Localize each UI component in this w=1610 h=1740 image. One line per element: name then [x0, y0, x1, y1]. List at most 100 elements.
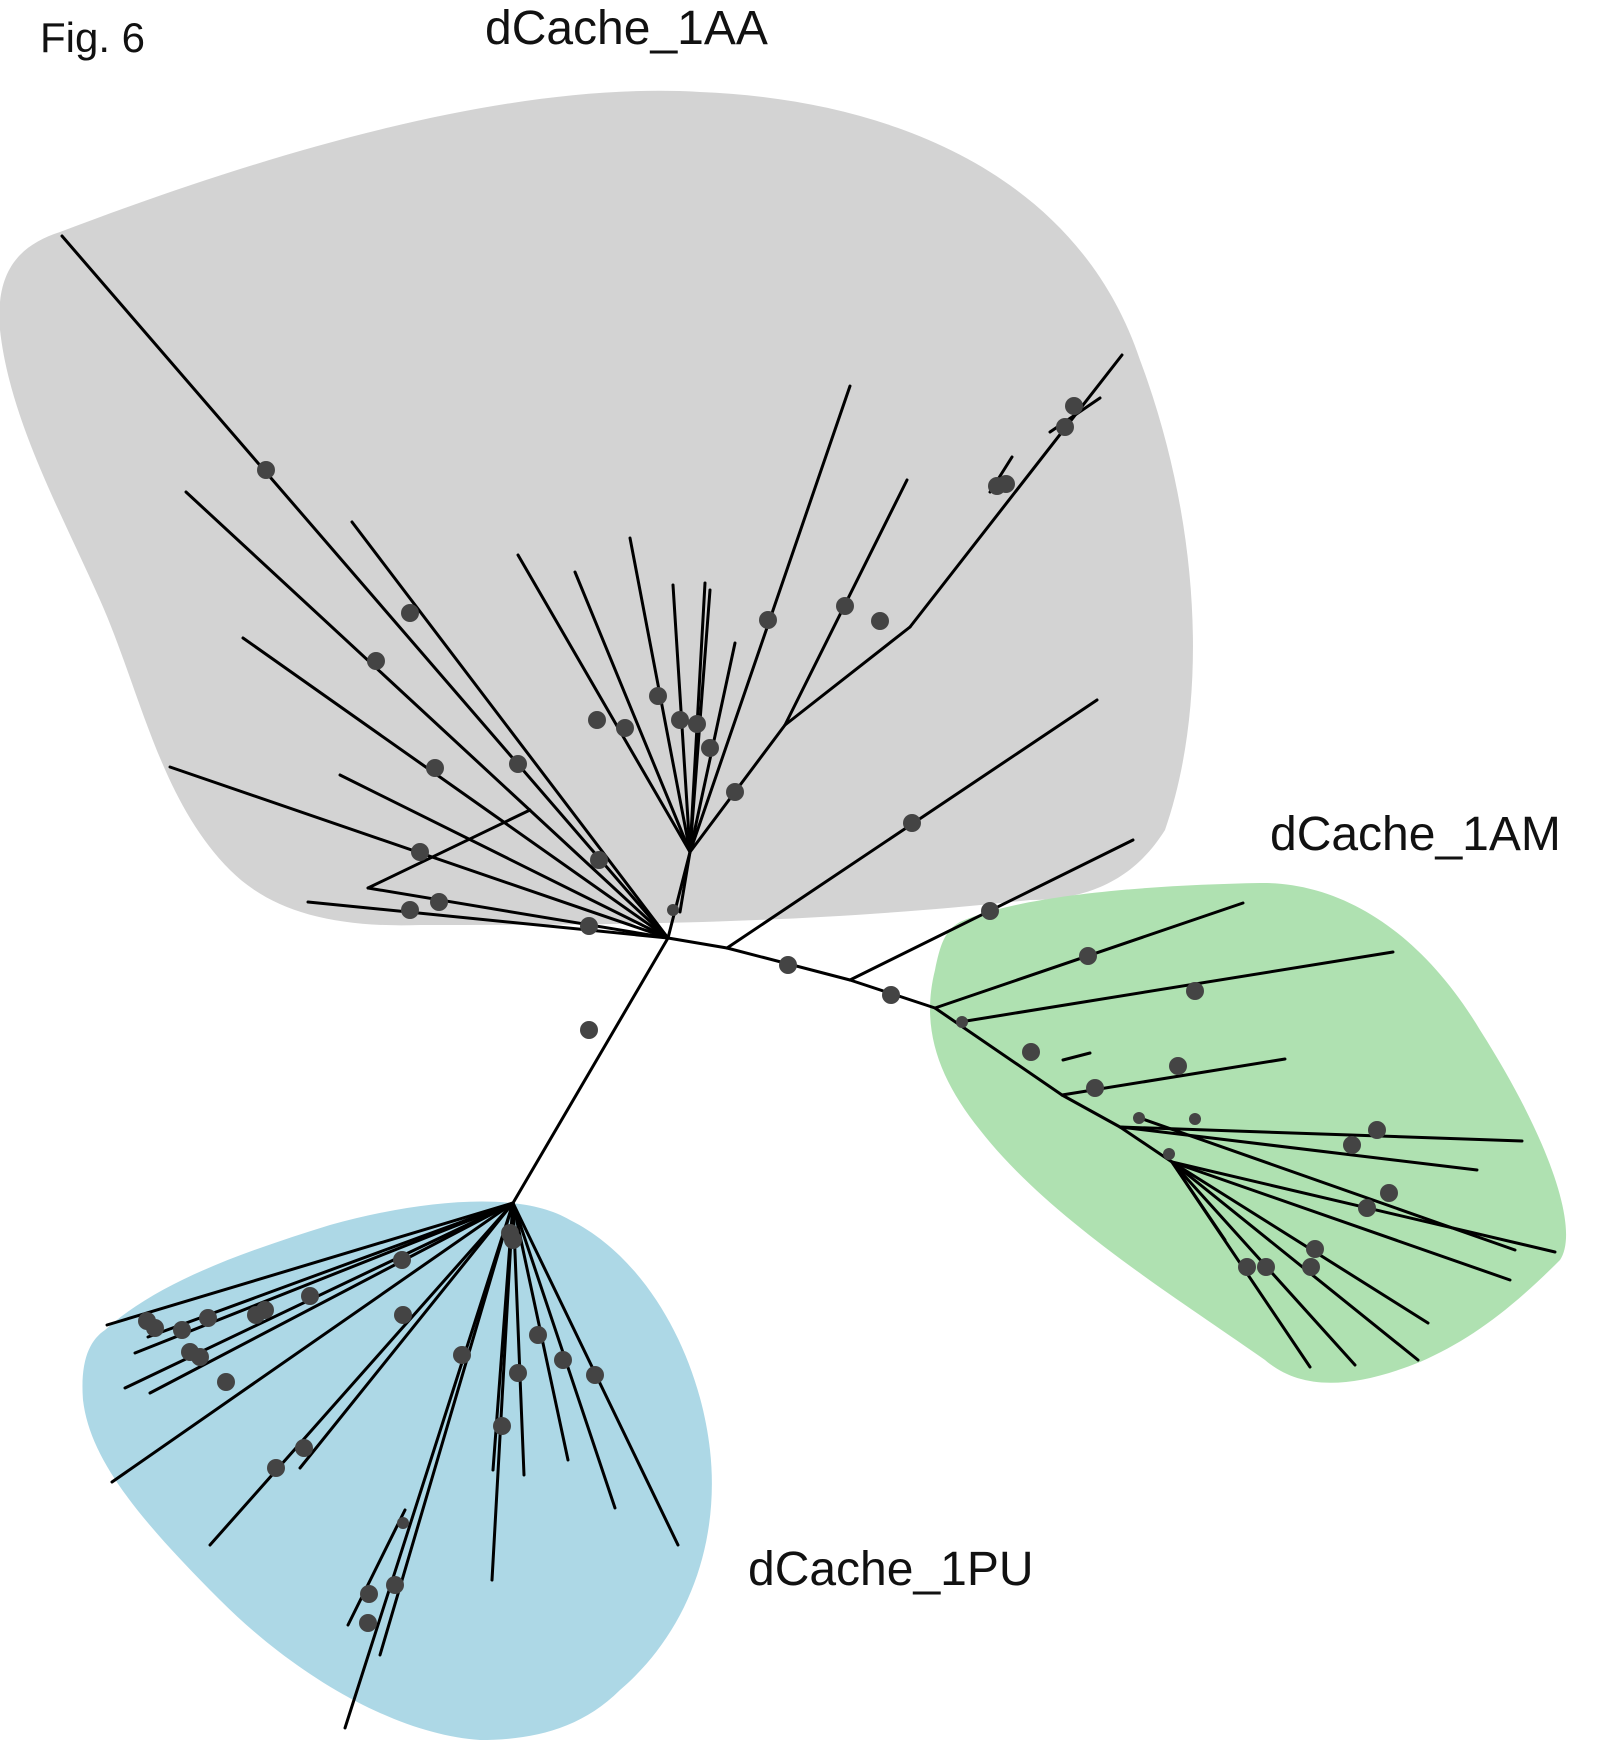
- tree-node: [1186, 982, 1204, 1000]
- tree-node: [871, 612, 889, 630]
- tree-node: [981, 902, 999, 920]
- tree-node: [779, 956, 797, 974]
- tree-node: [359, 1614, 377, 1632]
- tree-node: [726, 783, 744, 801]
- tree-node: [688, 715, 706, 733]
- tree-node: [367, 652, 385, 670]
- tree-branch: [1118, 1125, 1174, 1164]
- tree-node: [671, 711, 689, 729]
- clade-region-1PU: [82, 1201, 712, 1740]
- tree-node: [586, 1366, 604, 1384]
- tree-node: [554, 1351, 572, 1369]
- tree-branch: [350, 520, 670, 940]
- tree-node: [759, 611, 777, 629]
- clade-label-1AM: dCache_1AM: [1270, 808, 1561, 861]
- tree-branch: [678, 850, 692, 914]
- tree-node: [1022, 1043, 1040, 1061]
- tree-node: [836, 597, 854, 615]
- tree-branch: [1118, 1125, 1479, 1172]
- tree-node: [1056, 418, 1074, 436]
- tree-branch: [516, 553, 692, 854]
- tree-node: [997, 475, 1015, 493]
- tree-branch: [1170, 1160, 1420, 1362]
- tree-node: [401, 901, 419, 919]
- tree-node: [1306, 1240, 1324, 1258]
- tree-branch: [184, 490, 670, 940]
- tree-node: [956, 1016, 968, 1028]
- tree-branch: [338, 773, 670, 940]
- tree-branch: [958, 950, 1395, 1024]
- tree-node: [1302, 1258, 1320, 1276]
- tree-node: [1238, 1258, 1256, 1276]
- tree-branch: [148, 1201, 515, 1395]
- tree-branch: [208, 1201, 515, 1547]
- tree-node: [295, 1439, 313, 1457]
- tree-branch: [105, 1201, 515, 1327]
- tree-node: [401, 604, 419, 622]
- figure-label: Fig. 6: [40, 14, 145, 61]
- tree-node: [1380, 1184, 1398, 1202]
- tree-branch: [298, 1201, 515, 1470]
- tree-branch: [241, 636, 670, 940]
- tree-node: [882, 986, 900, 1004]
- tree-node: [493, 1417, 511, 1435]
- tree-node: [1079, 947, 1097, 965]
- tree-branch: [573, 570, 692, 854]
- tree-branch: [1061, 1051, 1092, 1062]
- tree-node: [649, 687, 667, 705]
- tree-node: [394, 1306, 412, 1324]
- clade-label-1PU: dCache_1PU: [748, 1543, 1034, 1596]
- tree-branch: [1170, 1160, 1512, 1282]
- tree-node: [267, 1459, 285, 1477]
- tree-branch: [1060, 1093, 1122, 1129]
- tree-node: [580, 1021, 598, 1039]
- tree-branch: [110, 1201, 515, 1484]
- tree-node: [360, 1585, 378, 1603]
- tree-node: [903, 814, 921, 832]
- tree-branch: [908, 353, 1124, 629]
- tree-node: [1343, 1136, 1361, 1154]
- tree-node: [426, 759, 444, 777]
- tree-node: [1065, 397, 1083, 415]
- tree-branch: [306, 900, 670, 940]
- tree-branch: [783, 625, 912, 727]
- tree-node: [301, 1287, 319, 1305]
- tree-branch: [346, 1508, 407, 1627]
- tree-node: [1086, 1079, 1104, 1097]
- tree-node: [173, 1321, 191, 1339]
- tree-node: [397, 1517, 409, 1529]
- tree-node: [386, 1576, 404, 1594]
- tree-node: [217, 1373, 235, 1391]
- tree-nodes: [138, 397, 1398, 1632]
- tree-branch: [366, 808, 532, 890]
- tree-branch: [1170, 1160, 1430, 1325]
- tree-node: [616, 719, 634, 737]
- tree-branch: [366, 886, 670, 940]
- tree-node: [146, 1319, 164, 1337]
- tree-node: [580, 917, 598, 935]
- tree-node: [1169, 1057, 1187, 1075]
- tree-node: [430, 893, 448, 911]
- clade-region-1AA: [0, 90, 1193, 926]
- tree-node: [701, 739, 719, 757]
- tree-node: [257, 461, 275, 479]
- tree-node: [1358, 1199, 1376, 1217]
- tree-branch: [1118, 1125, 1524, 1143]
- tree-node: [393, 1251, 411, 1269]
- tree-branch: [511, 936, 670, 1205]
- tree-branch: [666, 936, 729, 950]
- tree-node: [667, 904, 679, 916]
- tree-node: [1368, 1121, 1386, 1139]
- tree-branch: [343, 1201, 515, 1730]
- tree-node: [529, 1326, 547, 1344]
- tree-node: [453, 1346, 471, 1364]
- tree-node: [509, 755, 527, 773]
- tree-node: [501, 1224, 519, 1242]
- tree-node: [588, 711, 606, 729]
- tree-node: [1133, 1112, 1145, 1124]
- tree-node: [1257, 1258, 1275, 1276]
- tree-node: [411, 843, 429, 861]
- tree-node: [199, 1309, 217, 1327]
- clade-label-1AA: dCache_1AA: [485, 2, 768, 55]
- tree-node: [191, 1348, 209, 1366]
